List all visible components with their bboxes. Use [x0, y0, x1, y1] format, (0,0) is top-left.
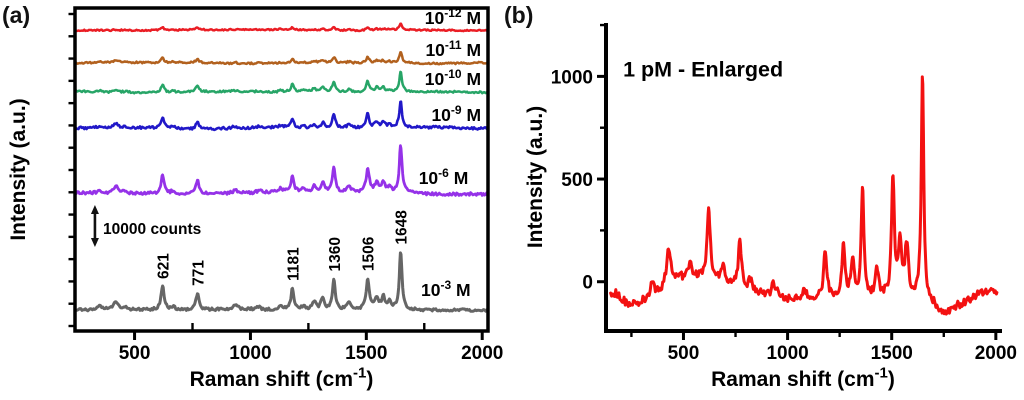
y-tick-label: 0: [582, 273, 593, 294]
spectrum-line-1-pm: [609, 75, 999, 316]
spectrum-line-10-3-m: [73, 251, 490, 313]
panel-b-letter: (b): [504, 2, 534, 28]
y-tick-label: 500: [561, 170, 593, 191]
scalebar-arrowhead-down: [90, 238, 99, 248]
x-tick-label: 1500: [871, 343, 913, 364]
series-label-10-9-m: 10-9 M: [431, 103, 481, 125]
spectrum-line-10-9-m: [73, 100, 490, 132]
spectrum-line-10-10-m: [73, 70, 490, 95]
spectrum-line-10-6-m: [73, 144, 490, 197]
x-tick-label: 500: [119, 343, 151, 364]
peak-wavenumber-label: 1360: [327, 237, 344, 271]
series-label-10-10-m: 10-10 M: [425, 67, 481, 89]
peak-wavenumber-label: 1648: [394, 210, 411, 245]
x-tick-label: 1000: [766, 343, 808, 364]
concentration-series-spectra-chart: 10-3 M10-6 M10-9 M10-10 M10-11 M10-12 M5…: [7, 6, 503, 391]
peak-wavenumber-label: 1506: [361, 236, 378, 271]
scalebar-label: 10000 counts: [103, 221, 201, 238]
peak-wavenumber-label: 621: [156, 253, 173, 279]
x-tick-label: 500: [668, 343, 700, 364]
x-tick-label: 2000: [975, 343, 1017, 364]
series-label-10-3-m: 10-3 M: [421, 278, 471, 300]
spectrum-line-10-12-m: [73, 22, 490, 33]
x-tick-label: 1500: [345, 343, 387, 364]
peak-wavenumber-label: 1181: [285, 247, 302, 281]
spectrum-line-10-11-m: [73, 51, 490, 66]
series-label-10-11-m: 10-11 M: [425, 38, 481, 60]
y-axis-title: Intensity (a.u.): [7, 98, 30, 240]
x-axis-title: Raman shift (cm-1): [711, 365, 895, 391]
inset-title: 1 pM - Enlarged: [623, 57, 783, 81]
peak-wavenumber-label: 771: [190, 260, 207, 286]
series-label-10-6-m: 10-6 M: [419, 166, 469, 188]
x-tick-label: 1000: [229, 343, 271, 364]
panel-a-letter: (a): [2, 2, 31, 28]
x-axis-title: Raman shift (cm-1): [190, 365, 374, 391]
x-tick-label: 2000: [461, 343, 503, 364]
y-axis-title: Intensity (a.u.): [524, 106, 547, 248]
scalebar-arrowhead-up: [90, 204, 99, 214]
y-tick-label: 1000: [551, 67, 593, 88]
